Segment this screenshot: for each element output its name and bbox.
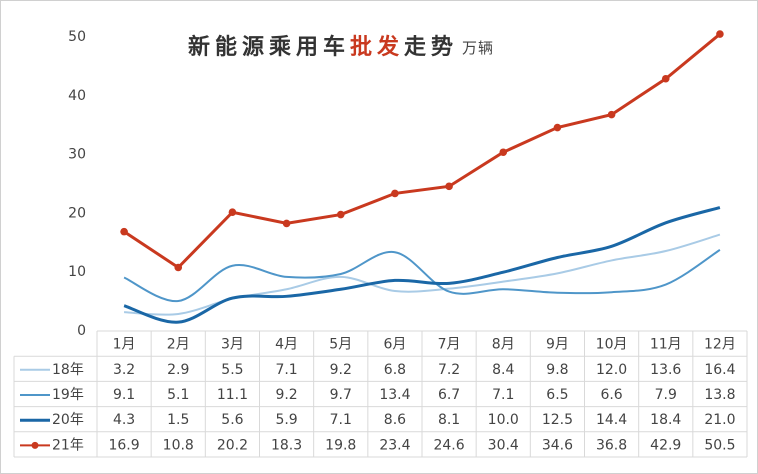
data-label: 4.3 (113, 412, 135, 428)
data-label: 8.6 (384, 412, 406, 428)
data-label: 14.4 (596, 412, 627, 428)
x-tick-label: 11月 (650, 337, 682, 353)
data-label: 5.5 (221, 362, 243, 378)
x-tick-label: 10月 (596, 337, 628, 353)
data-label: 9.8 (546, 362, 568, 378)
point (607, 110, 616, 119)
point (120, 227, 128, 236)
point (716, 30, 724, 38)
data-label: 9.7 (330, 387, 352, 403)
point (499, 148, 508, 157)
title-part: 走势 (404, 34, 458, 60)
x-tick-label: 7月 (438, 337, 461, 353)
legend-label: 18年 (52, 362, 84, 378)
data-label: 24.6 (433, 437, 464, 453)
data-label: 18.3 (271, 437, 302, 453)
y-tick-label: 30 (68, 147, 86, 163)
data-label: 6.8 (384, 362, 406, 378)
data-label: 13.6 (650, 362, 681, 378)
data-label: 42.9 (650, 437, 681, 453)
legend-label: 20年 (52, 412, 84, 428)
title-part: 新能源乘用车 (188, 34, 350, 60)
data-label: 5.9 (275, 412, 297, 428)
data-label: 13.4 (379, 387, 410, 403)
x-tick-label: 9月 (546, 337, 569, 353)
data-label: 23.4 (379, 437, 410, 453)
point (282, 219, 291, 228)
y-tick-label: 40 (68, 88, 86, 104)
data-label: 18.4 (650, 412, 681, 428)
title-part: 批发 (350, 34, 404, 60)
legend-marker (31, 441, 39, 449)
data-label: 21.0 (704, 412, 735, 428)
legend-label: 21年 (52, 437, 84, 453)
data-label: 12.0 (596, 362, 627, 378)
series-line (123, 206, 721, 324)
data-label: 20.2 (217, 437, 248, 453)
x-tick-label: 12月 (704, 337, 736, 353)
chart-title: 新能源乘用车批发走势 万辆 (188, 34, 494, 60)
data-label: 8.1 (438, 412, 460, 428)
data-label: 10.0 (488, 412, 519, 428)
data-label: 10.8 (163, 437, 194, 453)
data-label: 7.1 (492, 387, 514, 403)
data-label: 50.5 (704, 437, 735, 453)
x-tick-label: 3月 (221, 337, 244, 353)
x-tick-label: 6月 (383, 337, 406, 353)
data-label: 9.1 (113, 387, 135, 403)
data-label: 36.8 (596, 437, 627, 453)
x-tick-label: 4月 (275, 337, 298, 353)
data-label: 9.2 (330, 362, 352, 378)
point (174, 263, 183, 272)
data-label: 16.9 (108, 437, 139, 453)
data-label: 19.8 (325, 437, 356, 453)
data-label: 7.1 (330, 412, 352, 428)
data-label: 13.8 (704, 387, 735, 403)
x-tick-label: 2月 (167, 337, 190, 353)
data-label: 1.5 (167, 412, 189, 428)
point (228, 208, 237, 217)
x-tick-label: 5月 (329, 337, 352, 353)
series-line (123, 249, 721, 303)
x-tick-label: 1月 (113, 337, 136, 353)
legend-label: 19年 (52, 387, 84, 403)
data-label: 16.4 (704, 362, 735, 378)
y-tick-label: 20 (68, 205, 86, 221)
data-label: 9.2 (275, 387, 297, 403)
point (391, 189, 399, 198)
data-label: 7.2 (438, 362, 460, 378)
data-label: 6.7 (438, 387, 460, 403)
point (553, 123, 562, 132)
data-label: 3.2 (113, 362, 135, 378)
unit: 万辆 (462, 39, 494, 57)
data-label: 8.4 (492, 362, 514, 378)
data-label: 12.5 (542, 412, 573, 428)
data-label: 34.6 (542, 437, 573, 453)
data-label: 2.9 (167, 362, 189, 378)
data-label: 7.9 (655, 387, 677, 403)
point (336, 210, 345, 219)
point (661, 74, 670, 83)
point (445, 182, 453, 191)
data-label: 5.1 (167, 387, 189, 403)
y-tick-label: 10 (68, 264, 86, 280)
data-label: 5.6 (221, 412, 243, 428)
data-label: 7.1 (275, 362, 297, 378)
y-tick-label: 0 (77, 323, 86, 339)
x-tick-label: 8月 (492, 337, 515, 353)
data-label: 11.1 (217, 387, 248, 403)
y-tick-label: 50 (68, 29, 86, 45)
data-label: 6.6 (600, 387, 622, 403)
data-label: 6.5 (546, 387, 568, 403)
series-line (123, 32, 721, 270)
data-label: 30.4 (488, 437, 519, 453)
